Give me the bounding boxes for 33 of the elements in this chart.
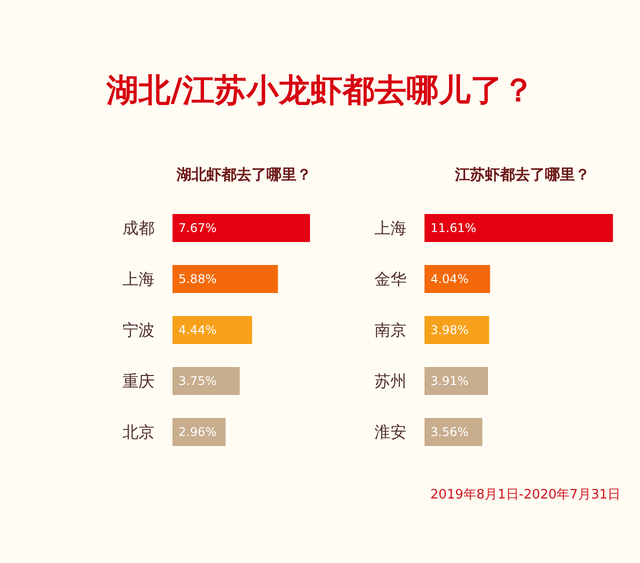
data-label: 3.56% <box>430 425 469 439</box>
y-tick-label: 上海 <box>374 218 406 238</box>
data-label: 4.04% <box>430 272 469 286</box>
data-label: 7.67% <box>178 221 217 235</box>
text: 湖北/江苏小龙虾都去哪儿了？ <box>106 71 534 110</box>
data-label: 11.61% <box>430 221 476 235</box>
data-label: 2.96% <box>178 425 217 439</box>
bar <box>172 214 310 242</box>
data-label: 3.98% <box>430 323 469 337</box>
y-tick-label: 上海 <box>122 270 154 288</box>
y-tick-label: 金华 <box>374 270 406 288</box>
y-tick-label: 成都 <box>122 218 154 238</box>
data-label: 5.88% <box>178 272 217 286</box>
chart-title: 湖北虾都去了哪里？ <box>176 166 312 184</box>
bar <box>172 264 278 294</box>
y-tick-label: 淮安 <box>374 422 406 442</box>
bar <box>424 418 482 446</box>
data-label: 3.75% <box>178 374 217 388</box>
bar <box>424 214 613 242</box>
data-label: 4.44% <box>178 323 217 337</box>
y-tick-label: 宁波 <box>122 320 154 340</box>
bar <box>424 264 490 294</box>
chart-title: 江苏虾都去了哪里？ <box>454 166 590 184</box>
y-tick-label: 重庆 <box>122 372 154 390</box>
bar <box>172 316 252 344</box>
bar <box>424 316 490 344</box>
text: 2019年8月1日-2020年7月31日 <box>430 488 621 502</box>
y-tick-label: 苏州 <box>374 372 406 390</box>
data-label: 3.91% <box>430 374 469 388</box>
bar <box>424 366 488 396</box>
y-tick-label: 北京 <box>122 422 154 442</box>
bar <box>172 366 240 396</box>
y-tick-label: 南京 <box>374 320 406 340</box>
